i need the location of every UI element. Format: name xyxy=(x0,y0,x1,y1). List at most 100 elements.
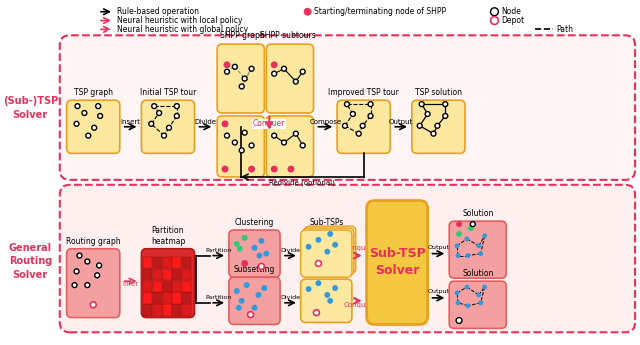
FancyBboxPatch shape xyxy=(217,116,264,177)
Circle shape xyxy=(272,133,276,138)
Circle shape xyxy=(476,293,481,297)
Circle shape xyxy=(456,317,462,324)
Circle shape xyxy=(239,298,244,304)
Text: Starting/terminating node of SHPP: Starting/terminating node of SHPP xyxy=(314,7,447,16)
Bar xyxy=(143,281,152,292)
Circle shape xyxy=(242,130,247,135)
Text: Infer: Infer xyxy=(122,281,139,287)
Circle shape xyxy=(465,236,469,241)
Bar xyxy=(182,281,191,292)
Circle shape xyxy=(327,231,333,237)
Text: (Sub-)TSP
Solver: (Sub-)TSP Solver xyxy=(3,97,58,120)
Circle shape xyxy=(234,241,240,247)
Circle shape xyxy=(490,17,499,24)
Bar xyxy=(163,281,172,292)
Circle shape xyxy=(252,305,257,310)
Circle shape xyxy=(478,251,483,256)
Circle shape xyxy=(282,66,287,71)
Circle shape xyxy=(232,140,237,145)
FancyBboxPatch shape xyxy=(301,279,352,323)
Circle shape xyxy=(152,104,157,109)
Circle shape xyxy=(237,246,243,252)
Circle shape xyxy=(239,84,244,89)
Bar xyxy=(153,281,162,292)
Bar xyxy=(172,257,181,268)
Circle shape xyxy=(74,121,79,126)
Circle shape xyxy=(443,102,448,107)
Circle shape xyxy=(82,110,87,116)
Bar xyxy=(172,281,181,292)
FancyBboxPatch shape xyxy=(229,277,280,324)
Circle shape xyxy=(174,114,179,118)
Text: Compose: Compose xyxy=(309,119,341,125)
Text: Sub-TSPs: Sub-TSPs xyxy=(309,218,344,227)
FancyBboxPatch shape xyxy=(449,221,506,278)
Text: Path: Path xyxy=(556,25,573,34)
Text: Output: Output xyxy=(428,289,449,294)
Text: Clustering: Clustering xyxy=(235,218,274,227)
FancyBboxPatch shape xyxy=(60,185,635,332)
Circle shape xyxy=(431,131,436,136)
Circle shape xyxy=(356,131,361,136)
Circle shape xyxy=(316,237,321,243)
FancyBboxPatch shape xyxy=(367,200,428,324)
Text: Neural heuristic with global policy: Neural heuristic with global policy xyxy=(117,25,248,34)
Text: Output: Output xyxy=(428,245,449,250)
Circle shape xyxy=(368,114,373,118)
Circle shape xyxy=(77,253,82,258)
Bar xyxy=(163,293,172,304)
Circle shape xyxy=(287,166,294,172)
Bar xyxy=(143,304,152,316)
Circle shape xyxy=(293,131,298,136)
Circle shape xyxy=(157,110,161,116)
Circle shape xyxy=(300,143,305,148)
Circle shape xyxy=(303,8,312,16)
Circle shape xyxy=(85,283,90,288)
Circle shape xyxy=(161,133,166,138)
Circle shape xyxy=(261,285,268,291)
Text: Solution: Solution xyxy=(462,209,493,218)
FancyBboxPatch shape xyxy=(337,100,390,153)
Text: Conquer: Conquer xyxy=(344,245,374,251)
Bar xyxy=(182,304,191,316)
Circle shape xyxy=(454,290,460,295)
FancyBboxPatch shape xyxy=(266,116,314,177)
Circle shape xyxy=(306,244,312,250)
Circle shape xyxy=(255,292,261,298)
Circle shape xyxy=(419,102,424,107)
Circle shape xyxy=(350,111,355,117)
Text: SHPP subtours: SHPP subtours xyxy=(260,31,316,40)
Circle shape xyxy=(259,264,264,269)
Circle shape xyxy=(248,166,255,172)
Text: Solution: Solution xyxy=(462,269,493,278)
Circle shape xyxy=(148,121,154,126)
Circle shape xyxy=(174,104,179,109)
Circle shape xyxy=(96,104,100,109)
Bar xyxy=(153,304,162,316)
Circle shape xyxy=(282,140,287,145)
Text: Insert: Insert xyxy=(120,119,141,125)
Circle shape xyxy=(490,8,499,16)
Circle shape xyxy=(225,69,229,74)
Circle shape xyxy=(316,260,321,266)
Circle shape xyxy=(468,225,474,231)
Circle shape xyxy=(324,292,330,298)
Circle shape xyxy=(306,286,312,292)
Text: SHPP graph: SHPP graph xyxy=(220,31,265,40)
Circle shape xyxy=(249,66,254,71)
Text: Conquer: Conquer xyxy=(344,302,374,308)
Text: Conquer: Conquer xyxy=(253,119,285,128)
Circle shape xyxy=(239,148,244,153)
Text: Partition: Partition xyxy=(205,295,231,300)
Bar xyxy=(182,257,191,268)
Circle shape xyxy=(259,238,264,244)
Circle shape xyxy=(456,253,461,258)
Text: Rule-based operation: Rule-based operation xyxy=(117,7,199,16)
FancyBboxPatch shape xyxy=(217,44,264,113)
FancyBboxPatch shape xyxy=(67,100,120,153)
Text: TSP graph: TSP graph xyxy=(74,88,113,97)
FancyBboxPatch shape xyxy=(301,230,352,277)
Circle shape xyxy=(465,303,470,308)
Circle shape xyxy=(75,104,80,109)
Circle shape xyxy=(435,123,440,128)
